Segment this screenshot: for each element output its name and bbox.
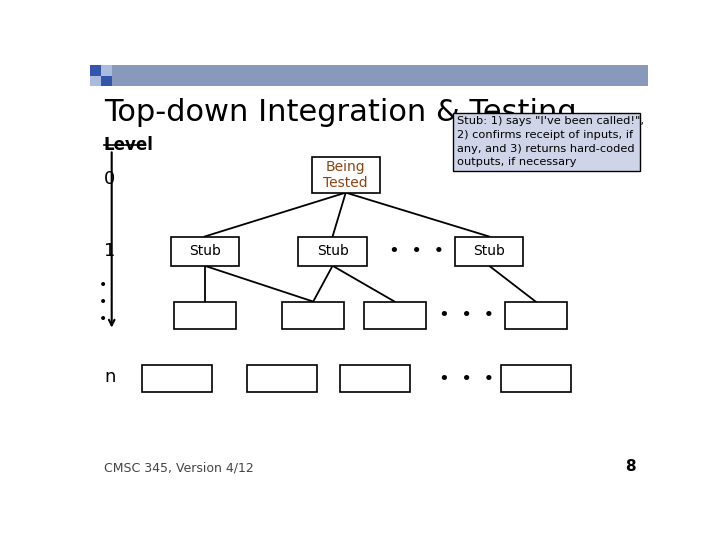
Text: 1: 1: [104, 242, 115, 260]
Text: •
•
•: • • •: [99, 278, 107, 326]
Bar: [142, 366, 212, 393]
Text: n: n: [104, 368, 115, 386]
Text: •  •  •: • • •: [390, 242, 445, 260]
Bar: [248, 366, 317, 393]
Bar: [101, 76, 112, 86]
Bar: [174, 301, 235, 328]
Bar: [299, 237, 366, 266]
Text: Top-down Integration & Testing: Top-down Integration & Testing: [104, 98, 577, 127]
Bar: [453, 112, 640, 171]
Bar: [364, 301, 426, 328]
Bar: [101, 65, 112, 76]
Text: CMSC 345, Version 4/12: CMSC 345, Version 4/12: [104, 462, 253, 475]
Bar: [500, 366, 570, 393]
Text: Stub: Stub: [189, 244, 220, 258]
Bar: [171, 237, 239, 266]
Bar: [455, 237, 523, 266]
Text: 8: 8: [625, 460, 636, 475]
Bar: [90, 65, 648, 86]
Text: Being
Tested: Being Tested: [323, 160, 368, 190]
Text: Stub: Stub: [317, 244, 348, 258]
Text: Level: Level: [104, 136, 154, 154]
Bar: [312, 157, 380, 193]
Bar: [341, 366, 410, 393]
Text: Stub: 1) says "I've been called!",
2) confirms receipt of inputs, if
any, and 3): Stub: 1) says "I've been called!", 2) co…: [457, 117, 644, 167]
Bar: [90, 76, 101, 86]
Text: Stub: Stub: [473, 244, 505, 258]
Bar: [505, 301, 567, 328]
Text: 0: 0: [104, 170, 115, 188]
Bar: [90, 65, 101, 76]
Text: •  •  •: • • •: [439, 306, 494, 324]
Text: •  •  •: • • •: [439, 370, 494, 388]
Bar: [282, 301, 344, 328]
